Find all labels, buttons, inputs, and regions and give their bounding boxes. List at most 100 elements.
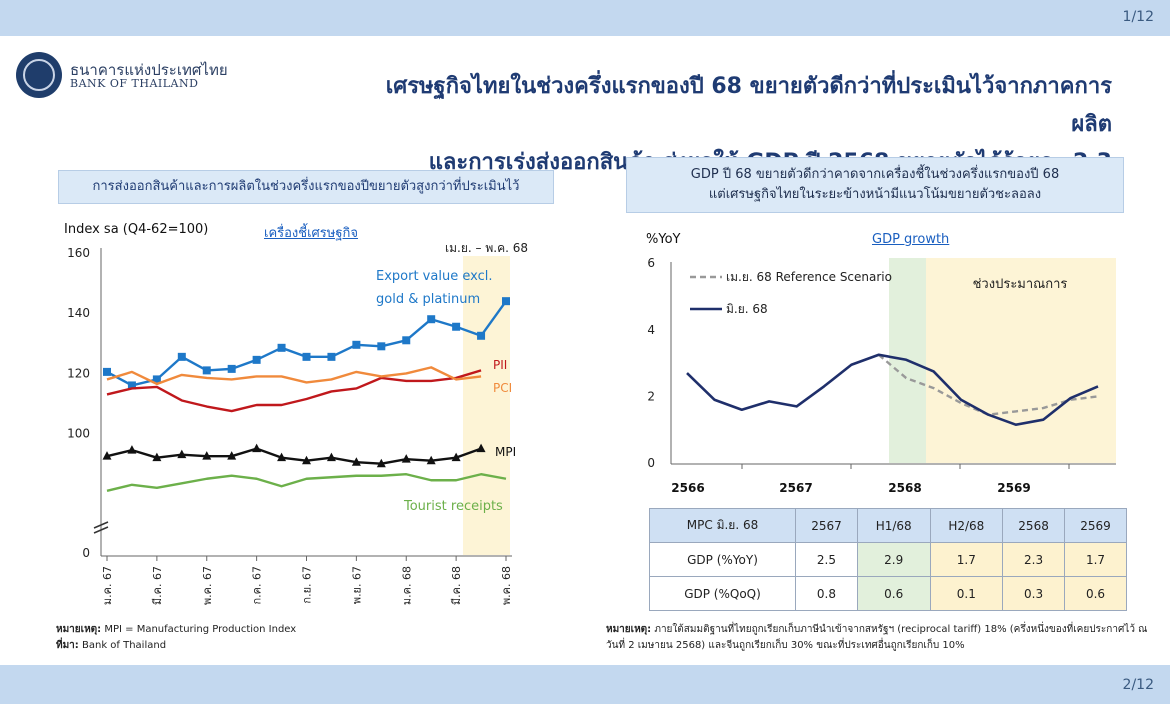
note-label: หมายเหตุ: xyxy=(56,624,102,635)
table-header: 2568 xyxy=(1002,508,1066,543)
table-row: GDP (%YoY) 2.5 2.9 1.7 2.3 1.7 xyxy=(649,542,1127,577)
x-tick-label: ม.ค. 67 xyxy=(101,566,114,605)
data-point xyxy=(351,457,361,466)
table-header: 2569 xyxy=(1064,508,1127,543)
data-point xyxy=(127,445,137,454)
series-line xyxy=(106,473,507,492)
table-row-label: GDP (%YoY) xyxy=(649,542,796,577)
y-tick-label: 120 xyxy=(67,366,90,380)
y-tick-label: 100 xyxy=(67,427,90,441)
table-cell: 1.7 xyxy=(1064,542,1127,577)
data-point xyxy=(152,452,162,462)
forecast-shade xyxy=(926,258,1116,463)
data-point xyxy=(277,343,286,352)
y-tick-label: 2 xyxy=(647,389,655,403)
table-cell: 0.1 xyxy=(929,576,1004,611)
table-header: H2/68 xyxy=(929,508,1004,543)
right-heading-line2: แต่เศรษฐกิจไทยในระยะข้างหน้ามีแนวโน้มขยา… xyxy=(708,187,1042,202)
series-label-pci: PCI xyxy=(493,381,512,395)
table-cell: 0.6 xyxy=(856,576,931,611)
y-tick-label: 0 xyxy=(82,546,90,560)
series-label-export: gold & platinum xyxy=(376,292,480,307)
x-tick-label: 2568 xyxy=(888,481,921,495)
gdp-growth-link[interactable]: GDP growth xyxy=(872,232,950,247)
data-point xyxy=(476,443,486,453)
bank-name-en: BANK OF THAILAND xyxy=(70,77,199,90)
data-point xyxy=(326,452,336,462)
data-point xyxy=(426,455,436,465)
previous-slide-strip[interactable]: 1/12 xyxy=(0,0,1170,36)
table-row: GDP (%QoQ) 0.8 0.6 0.1 0.3 0.6 xyxy=(649,576,1127,611)
series-label-mpi: MPI xyxy=(495,445,516,459)
series-line xyxy=(106,447,482,465)
data-point xyxy=(451,452,461,462)
table-cell: 2.3 xyxy=(1002,542,1066,577)
x-tick-label: ม.ค. 68 xyxy=(400,566,413,605)
x-tick-label: 2569 xyxy=(997,481,1030,495)
table-cell: 0.8 xyxy=(795,576,858,611)
data-point xyxy=(352,340,361,349)
series-line-reference xyxy=(878,353,1099,416)
x-tick-label: พ.ค. 67 xyxy=(201,566,214,605)
left-chart-ylabel: Index sa (Q4-62=100) xyxy=(64,222,209,237)
right-chart-ylabel: %YoY xyxy=(646,232,681,247)
data-point xyxy=(103,367,111,376)
bank-logo-icon xyxy=(16,52,62,98)
legend-label-reference: เม.ย. 68 Reference Scenario xyxy=(726,270,892,284)
data-point xyxy=(127,381,136,390)
right-heading-line1: GDP ปี 68 ขยายตัวดีกว่าคาดจากเครื่องชี้ใ… xyxy=(690,167,1060,182)
table-header: MPC มิ.ย. 68 xyxy=(649,508,796,543)
data-point xyxy=(401,454,411,463)
data-point xyxy=(252,355,261,364)
data-point xyxy=(177,449,187,459)
data-point xyxy=(402,336,411,345)
table-cell: 2.9 xyxy=(856,542,931,577)
x-tick-label: ก.ค. 67 xyxy=(251,566,264,605)
data-point xyxy=(227,364,236,373)
y-tick-label: 0 xyxy=(647,456,655,470)
table-cell: 0.3 xyxy=(1002,576,1066,611)
x-tick-label: พ.ย. 67 xyxy=(350,566,363,604)
data-point xyxy=(452,322,461,331)
source-text: Bank of Thailand xyxy=(78,640,167,651)
table-header-row: MPC มิ.ย. 68 2567 H1/68 H2/68 2568 2569 xyxy=(649,508,1127,543)
period-annotation: เม.ย. – พ.ค. 68 xyxy=(445,241,528,255)
table-cell: 1.7 xyxy=(929,542,1004,577)
indicators-link[interactable]: เครื่องชี้เศรษฐกิจ xyxy=(264,226,359,241)
next-slide-strip[interactable]: 2/12 xyxy=(0,665,1170,704)
data-point xyxy=(477,331,486,340)
data-point xyxy=(202,451,212,460)
data-point xyxy=(302,352,311,361)
table-header: H1/68 xyxy=(856,508,931,543)
left-panel-heading: การส่งออกสินค้าและการผลิตในช่วงครึ่งแรกข… xyxy=(58,170,554,204)
data-point xyxy=(252,443,262,453)
x-tick-label: ก.ย. 67 xyxy=(301,566,314,604)
data-point xyxy=(502,297,510,306)
data-point xyxy=(152,375,161,384)
series-label-export: Export value excl. xyxy=(376,269,492,284)
y-tick-label: 160 xyxy=(67,246,90,260)
data-point xyxy=(376,458,386,468)
source-label: ที่มา: xyxy=(56,640,79,651)
table-cell: 2.5 xyxy=(795,542,858,577)
bank-name-th: ธนาคารแห่งประเทศไทย xyxy=(70,61,228,79)
right-panel-heading: GDP ปี 68 ขยายตัวดีกว่าคาดจากเครื่องชี้ใ… xyxy=(626,157,1124,213)
data-point xyxy=(202,366,211,375)
series-label-pii: PII xyxy=(493,358,507,372)
table-cell: 0.6 xyxy=(1064,576,1127,611)
note-label: หมายเหตุ: xyxy=(606,624,652,635)
data-point xyxy=(302,455,311,465)
note-text: ภายใต้สมมติฐานที่ไทยถูกเรียกเก็บภาษีนำเข… xyxy=(606,624,1148,651)
series-line-june xyxy=(686,353,1099,427)
x-tick-label: 2566 xyxy=(671,481,704,495)
table-header: 2567 xyxy=(795,508,858,543)
data-point xyxy=(327,352,336,361)
left-notes: หมายเหตุ: MPI = Manufacturing Production… xyxy=(56,622,296,654)
page-number-top: 1/12 xyxy=(1122,9,1154,25)
series-line xyxy=(106,369,482,413)
y-tick-label: 140 xyxy=(67,306,90,320)
slide-title-line1: เศรษฐกิจไทยในช่วงครึ่งแรกของปี 68 ขยายตั… xyxy=(385,74,1112,137)
